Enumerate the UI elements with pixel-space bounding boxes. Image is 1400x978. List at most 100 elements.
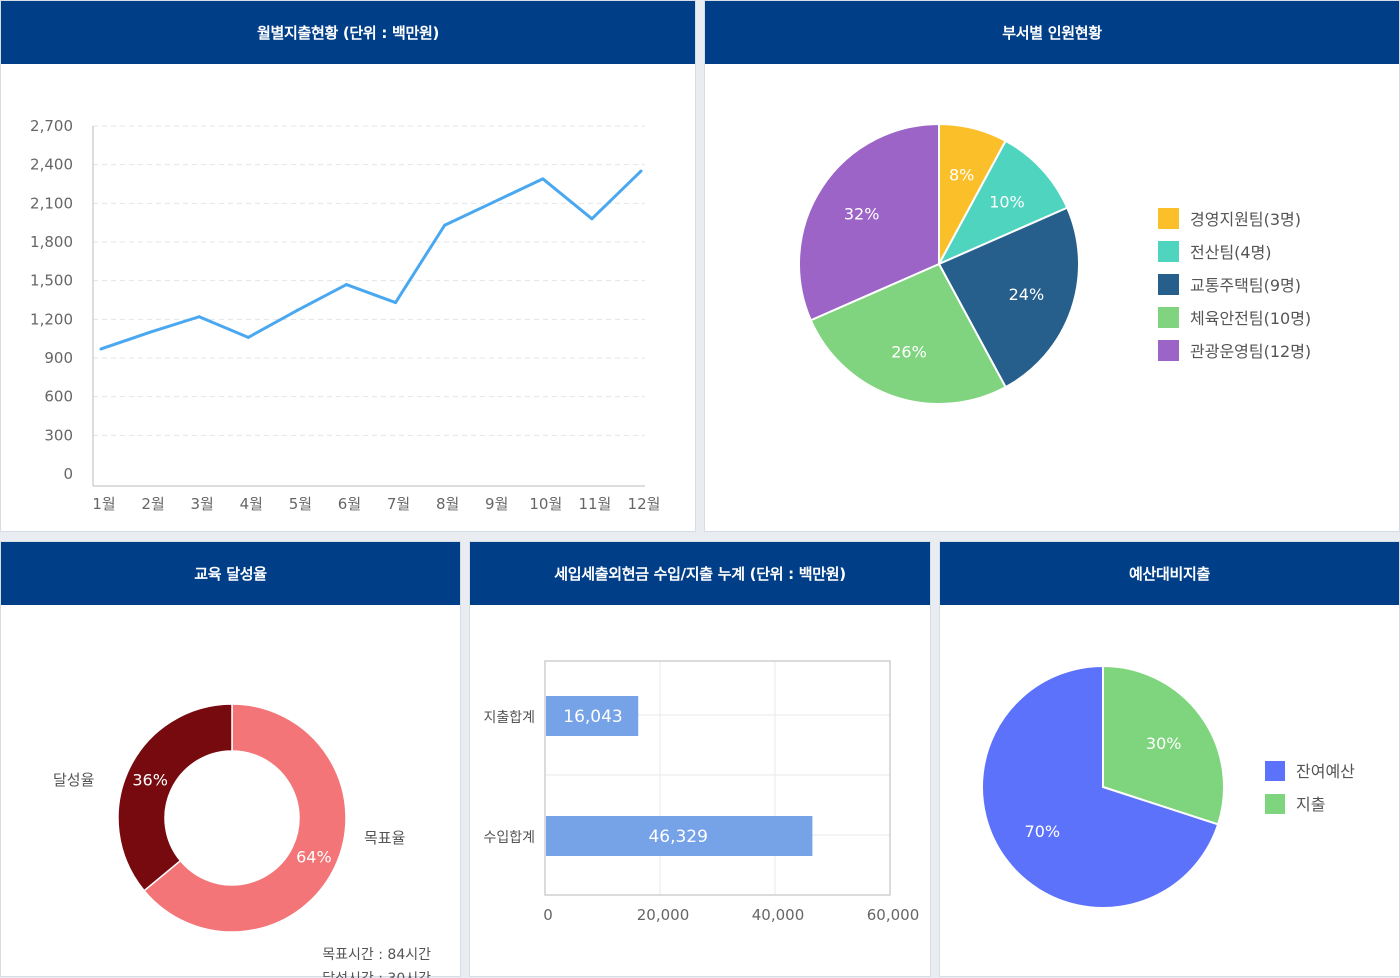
category-label: 달성율 [53,771,94,789]
x-tick-label: 4월 [240,495,263,513]
panel-header: 월별지출현황 (단위 : 백만원) [1,1,695,64]
pie-slice [798,122,940,322]
legend-label: 관광운영팀(12명) [1190,342,1311,361]
panel-header: 예산대비지출 [940,542,1399,605]
x-tick-label: 8월 [436,495,459,513]
x-tick-label: 10월 [529,495,562,513]
panel-title: 교육 달성율 [194,565,267,583]
pie-chart: 8% 10% 24% 26% 32% 경영지원팀(3명) 전산팀(4명) 교통주택팀(9명) 체… [798,122,1311,405]
panel-dept-staff: 부서별 인원현황 8% 10% 24% 26% 32% 경영지원팀(3명) 전산팀(4명) 교… [704,0,1400,532]
y-tick-label: 1,200 [30,310,73,328]
slice-label: 10% [989,192,1025,211]
bar-value-label: 16,043 [563,707,622,727]
slice-label: 64% [296,848,332,867]
panel-title: 부서별 인원현황 [1002,24,1102,42]
category-label: 목표율 [364,829,405,847]
y-tick-label: 0 [63,465,73,483]
slice-label: 8% [949,165,974,184]
y-tick-label: 수입합계 [483,830,535,846]
slice-label: 24% [1009,285,1045,304]
bar-chart: 0 20,000 40,000 60,000 16,043 지출합계 46,329 수입합계 [483,660,920,924]
y-tick-label: 900 [44,349,73,367]
legend-label: 경영지원팀(3명) [1190,210,1301,229]
legend-label: 잔여예산 [1296,762,1355,781]
x-tick-label: 2월 [141,495,164,513]
panel-monthly-spending: 월별지출현황 (단위 : 백만원) 0 300 600 900 1,200 1,500 1,… [0,0,696,532]
data-point [246,335,250,339]
panel-title: 예산대비지출 [1128,565,1210,583]
slice-label: 32% [844,204,880,223]
note-text: 목표시간 : 84시간 [322,947,431,963]
line-chart: 0 300 600 900 1,200 1,500 1,800 2,100 2,400 2,700… [30,117,661,513]
y-tick-label: 1,800 [30,233,73,251]
legend-label: 지출 [1296,795,1325,814]
bar [546,816,813,856]
y-tick-label: 2,400 [30,156,73,174]
bar-value-label: 46,329 [648,827,707,847]
x-tick-label: 3월 [191,495,214,513]
legend-swatch [1265,761,1285,781]
slice-label: 26% [891,342,927,361]
note-text: 달성시간 : 30시간 [322,971,431,978]
legend-swatch [1158,307,1179,328]
panel-title: 월별지출현황 (단위 : 백만원) [256,24,440,42]
data-point [443,223,447,227]
legend-swatch [1158,241,1179,262]
data-point [148,330,152,334]
x-tick-label: 20,000 [637,906,690,924]
panel-header: 교육 달성율 [1,542,460,605]
x-tick-label: 0 [543,906,553,924]
x-tick-label: 11월 [578,495,611,513]
data-point [639,169,643,173]
slice-label: 70% [1025,822,1061,841]
series-line [100,170,643,351]
panel-header: 부서별 인원현황 [705,1,1399,64]
y-tick-label: 1,500 [30,272,73,290]
donut-slice [117,703,233,892]
donut-slice [143,703,347,933]
data-point [590,217,594,221]
y-tick-label: 2,100 [30,194,73,212]
y-tick-label: 300 [44,426,73,444]
data-point [197,315,201,319]
panel-header: 세입세출외현금 수입/지출 누계 (단위 : 백만원) [470,542,930,605]
y-tick-label: 지출합계 [483,710,535,726]
x-tick-label: 40,000 [752,906,805,924]
bar [546,696,639,736]
slice-label: 36% [132,770,168,789]
y-tick-label: 600 [44,388,73,406]
legend-swatch [1158,340,1179,361]
data-point [492,200,496,204]
x-tick-label: 5월 [289,495,312,513]
panel-title: 세입세출외현금 수입/지출 누계 (단위 : 백만원) [554,565,846,583]
x-tick-label: 7월 [387,495,410,513]
data-point [541,177,545,181]
panel-cash-totals: 세입세출외현금 수입/지출 누계 (단위 : 백만원) 0 20,000 40,00… [469,541,931,977]
x-tick-label: 9월 [485,495,508,513]
x-tick-label: 1월 [92,495,115,513]
pie-slice [936,139,1069,267]
pie-slice [937,206,1080,389]
y-tick-label: 2,700 [30,117,73,135]
legend-label: 교통주택팀(9명) [1190,276,1301,295]
slice-label: 30% [1146,734,1182,753]
legend-label: 전산팀(4명) [1190,243,1272,262]
legend-swatch [1158,274,1179,295]
x-tick-label: 60,000 [867,906,920,924]
pie-slice [1102,664,1225,826]
x-tick-label: 12월 [628,495,661,513]
data-point [394,301,398,305]
x-tick-label: 6월 [338,495,361,513]
plot-frame [544,660,891,896]
data-point [99,347,103,351]
legend-swatch [1265,794,1285,814]
data-point [344,283,348,287]
legend-label: 체육안전팀(10명) [1190,309,1311,328]
pie-slice [981,664,1220,909]
data-point [295,308,299,312]
legend-swatch [1158,208,1179,229]
